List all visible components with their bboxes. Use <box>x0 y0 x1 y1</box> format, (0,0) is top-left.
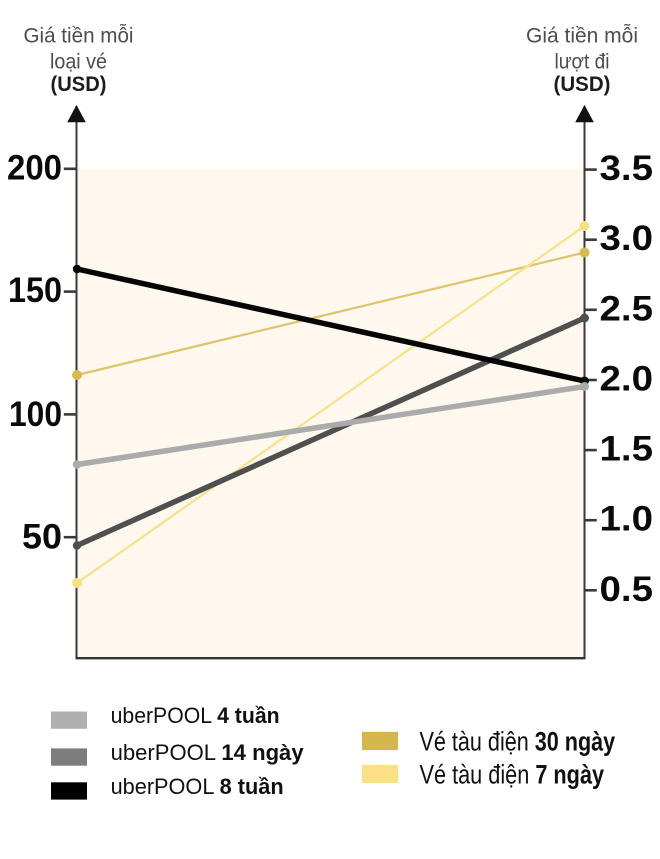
svg-text:3.0: 3.0 <box>600 219 654 258</box>
svg-text:1.0: 1.0 <box>600 500 654 539</box>
svg-text:(USD): (USD) <box>554 72 611 96</box>
svg-text:uberPOOL 4 tuần: uberPOOL 4 tuần <box>111 703 280 728</box>
svg-text:uberPOOL 8 tuần: uberPOOL 8 tuần <box>111 774 284 799</box>
svg-text:Vé tàu điện 7 ngày: Vé tàu điện 7 ngày <box>420 759 605 789</box>
svg-text:uberPOOL 14 ngày: uberPOOL 14 ngày <box>111 740 305 765</box>
svg-text:loại vé: loại vé <box>50 49 107 73</box>
svg-text:100: 100 <box>9 395 62 434</box>
svg-text:200: 200 <box>7 148 62 187</box>
svg-text:0.5: 0.5 <box>600 570 654 609</box>
svg-text:2.0: 2.0 <box>600 360 654 399</box>
svg-text:150: 150 <box>8 271 62 310</box>
svg-text:(USD): (USD) <box>51 72 107 96</box>
svg-text:lượt đi: lượt đi <box>555 49 610 73</box>
svg-text:3.5: 3.5 <box>600 149 654 188</box>
svg-text:Vé tàu điện 30 ngày: Vé tàu điện 30 ngày <box>420 727 616 757</box>
svg-text:1.5: 1.5 <box>600 430 654 469</box>
svg-text:Giá tiền mỗi: Giá tiền mỗi <box>24 22 134 47</box>
svg-text:2.5: 2.5 <box>600 289 654 328</box>
svg-text:Giá tiền mỗi: Giá tiền mỗi <box>526 22 638 47</box>
svg-text:50: 50 <box>22 518 62 557</box>
